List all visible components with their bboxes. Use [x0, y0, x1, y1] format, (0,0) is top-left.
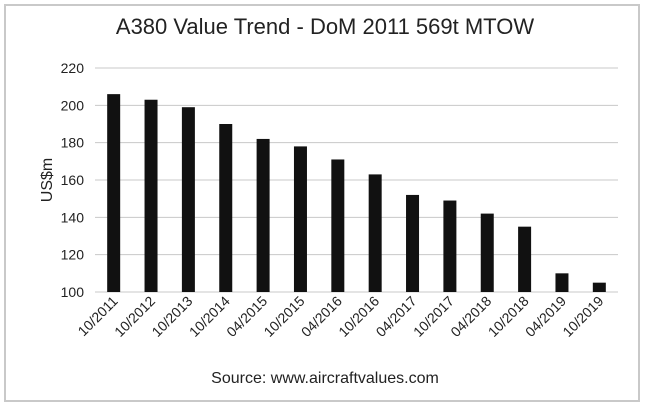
bar-10-2012 — [144, 99, 158, 292]
x-tick-label: 04/2018 — [447, 293, 494, 340]
x-tick-label: 10/2012 — [111, 293, 158, 340]
bar-10-2011 — [107, 94, 121, 292]
bar-10-2015 — [293, 146, 307, 292]
bar-04-2015 — [256, 138, 270, 292]
y-tick-label: 140 — [61, 209, 85, 225]
chart-source: Source: www.aircraftvalues.com — [211, 370, 439, 387]
bars — [107, 94, 606, 292]
bar-04-2017 — [406, 194, 420, 292]
bar-10-2014 — [219, 124, 233, 292]
x-tick-label: 10/2014 — [186, 293, 233, 340]
x-tick-label: 10/2015 — [260, 293, 307, 340]
bar-10-2018 — [518, 226, 532, 292]
bar-10-2017 — [443, 200, 457, 292]
x-tick-label: 10/2019 — [559, 293, 606, 340]
bar-04-2019 — [555, 273, 569, 292]
x-tick-label: 04/2015 — [223, 293, 270, 340]
bar-10-2013 — [181, 107, 195, 292]
y-tick-label: 160 — [61, 172, 85, 188]
y-tick-label: 100 — [61, 284, 85, 300]
x-tick-label: 04/2017 — [373, 293, 420, 340]
x-tick-label: 10/2018 — [485, 293, 532, 340]
y-tick-label: 200 — [61, 97, 85, 113]
y-axis-ticks: 100 120 140 160 180 200 220 — [61, 60, 85, 300]
x-tick-label: 04/2019 — [522, 293, 569, 340]
y-tick-label: 220 — [61, 60, 85, 76]
x-tick-label: 10/2016 — [335, 293, 382, 340]
x-tick-label: 04/2016 — [298, 293, 345, 340]
bar-04-2016 — [331, 159, 345, 292]
bar-04-2018 — [480, 213, 494, 292]
y-axis-label: US$m — [39, 158, 56, 202]
gridlines — [95, 67, 618, 293]
chart-title: A380 Value Trend - DoM 2011 569t MTOW — [115, 14, 535, 39]
y-tick-label: 120 — [61, 247, 85, 263]
bar-10-2016 — [368, 174, 382, 292]
x-tick-label: 10/2013 — [148, 293, 195, 340]
x-axis-ticks: 10/201110/201210/201310/201404/201510/20… — [74, 293, 606, 340]
y-tick-label: 180 — [61, 135, 85, 151]
x-tick-label: 10/2017 — [410, 293, 457, 340]
bar-10-2019 — [592, 282, 606, 292]
